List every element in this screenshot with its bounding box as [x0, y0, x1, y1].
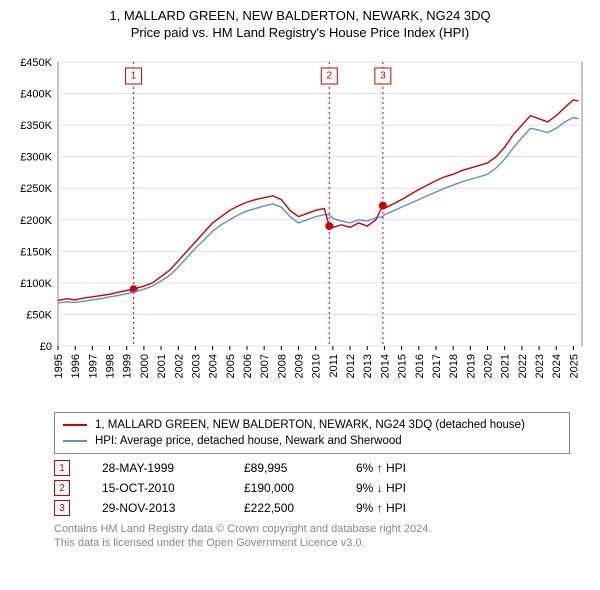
svg-text:2021: 2021: [500, 354, 512, 378]
svg-text:2014: 2014: [379, 354, 391, 378]
event-row: 3 29-NOV-2013 £222,500 9% ↑ HPI: [54, 500, 570, 516]
chart-subtitle: Price paid vs. HM Land Registry's House …: [10, 25, 590, 40]
event-diff: 9% ↑ HPI: [356, 501, 406, 515]
svg-text:2010: 2010: [311, 354, 323, 378]
svg-text:2000: 2000: [139, 354, 151, 378]
chart-title: 1, MALLARD GREEN, NEW BALDERTON, NEWARK,…: [10, 8, 590, 23]
svg-text:£200K: £200K: [20, 215, 52, 227]
svg-text:2016: 2016: [414, 354, 426, 378]
svg-text:1995: 1995: [53, 354, 65, 378]
svg-text:£0: £0: [40, 341, 52, 353]
svg-text:1998: 1998: [105, 354, 117, 378]
svg-text:2015: 2015: [397, 354, 409, 378]
line-chart: £0 £50K £100K £150K £200K £250K £300K £350K £400…: [10, 46, 590, 406]
svg-text:2022: 2022: [517, 354, 529, 378]
legend-swatch: [63, 424, 87, 426]
svg-text:1: 1: [131, 71, 137, 82]
svg-text:1997: 1997: [87, 354, 99, 378]
svg-text:2011: 2011: [328, 354, 340, 378]
svg-text:2018: 2018: [448, 354, 460, 378]
legend-label: HPI: Average price, detached house, Newa…: [95, 433, 402, 449]
svg-text:£400K: £400K: [20, 89, 52, 101]
legend-row: 1, MALLARD GREEN, NEW BALDERTON, NEWARK,…: [63, 417, 561, 433]
events-table: 1 28-MAY-1999 £89,995 6% ↑ HPI 2 15-OCT-2010 £…: [54, 460, 570, 516]
svg-text:2024: 2024: [551, 354, 563, 378]
svg-text:2012: 2012: [345, 354, 357, 378]
svg-text:2002: 2002: [173, 354, 185, 378]
event-date: 28-MAY-1999: [102, 461, 212, 475]
event-price: £222,500: [244, 501, 324, 515]
event-date: 15-OCT-2010: [102, 481, 212, 495]
svg-text:£50K: £50K: [26, 309, 52, 321]
svg-text:2007: 2007: [259, 354, 271, 378]
event-price: £89,995: [244, 461, 324, 475]
svg-text:£450K: £450K: [20, 57, 52, 69]
svg-text:2008: 2008: [276, 354, 288, 378]
svg-text:2005: 2005: [225, 354, 237, 378]
svg-text:2004: 2004: [208, 354, 220, 378]
legend-swatch: [63, 440, 87, 442]
svg-text:2020: 2020: [483, 354, 495, 378]
event-date: 29-NOV-2013: [102, 501, 212, 515]
event-marker: 3: [54, 500, 70, 516]
svg-text:2023: 2023: [534, 354, 546, 378]
svg-text:2025: 2025: [568, 354, 580, 378]
svg-text:1996: 1996: [70, 354, 82, 378]
svg-text:£300K: £300K: [20, 152, 52, 164]
event-diff: 9% ↓ HPI: [356, 481, 406, 495]
svg-text:2009: 2009: [294, 354, 306, 378]
event-row: 1 28-MAY-1999 £89,995 6% ↑ HPI: [54, 460, 570, 476]
svg-text:3: 3: [380, 71, 386, 82]
svg-text:2006: 2006: [242, 354, 254, 378]
svg-text:2017: 2017: [431, 354, 443, 378]
attribution-line: This data is licensed under the Open Gov…: [54, 536, 570, 550]
svg-text:2: 2: [326, 71, 332, 82]
event-price: £190,000: [244, 481, 324, 495]
svg-text:2003: 2003: [190, 354, 202, 378]
svg-text:2001: 2001: [156, 354, 168, 378]
legend-row: HPI: Average price, detached house, Newa…: [63, 433, 561, 449]
legend-label: 1, MALLARD GREEN, NEW BALDERTON, NEWARK,…: [95, 417, 525, 433]
svg-text:£250K: £250K: [20, 183, 52, 195]
event-diff: 6% ↑ HPI: [356, 461, 406, 475]
svg-text:£100K: £100K: [20, 278, 52, 290]
event-row: 2 15-OCT-2010 £190,000 9% ↓ HPI: [54, 480, 570, 496]
svg-text:£350K: £350K: [20, 120, 52, 132]
svg-text:£150K: £150K: [20, 246, 52, 258]
chart-area: £0 £50K £100K £150K £200K £250K £300K £350K £400…: [10, 46, 590, 406]
svg-text:1999: 1999: [122, 354, 134, 378]
legend: 1, MALLARD GREEN, NEW BALDERTON, NEWARK,…: [54, 412, 570, 454]
event-marker: 1: [54, 460, 70, 476]
event-marker: 2: [54, 480, 70, 496]
attribution: Contains HM Land Registry data © Crown c…: [54, 522, 570, 550]
attribution-line: Contains HM Land Registry data © Crown c…: [54, 522, 570, 536]
svg-text:2019: 2019: [465, 354, 477, 378]
svg-text:2013: 2013: [362, 354, 374, 378]
